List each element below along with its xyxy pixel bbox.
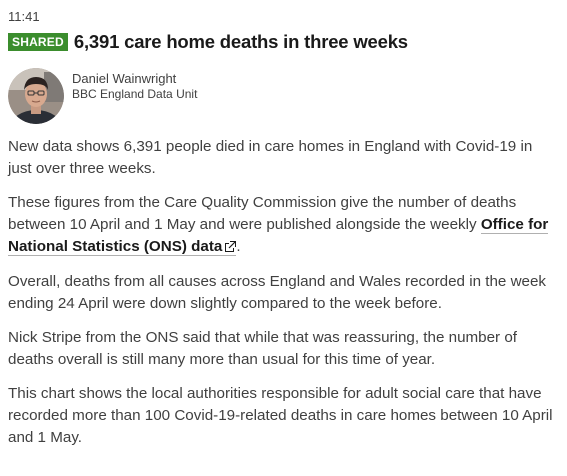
author-role: BBC England Data Unit — [72, 87, 198, 101]
paragraph-2: These figures from the Care Quality Comm… — [8, 192, 560, 259]
ons-data-link[interactable]: Office for National Statistics (ONS) dat… — [8, 216, 549, 259]
author-block: Daniel Wainwright BBC England Data Unit — [8, 68, 197, 124]
paragraph-4: Nick Stripe from the ONS said that while… — [8, 329, 518, 368]
paragraph-3: Overall, deaths from all causes across E… — [8, 273, 547, 312]
author-name: Daniel Wainwright — [72, 71, 177, 86]
ons-data-link-label: Office for National Statistics (ONS) dat… — [8, 216, 549, 255]
external-link-icon — [225, 237, 237, 259]
post-timestamp: 11:41 — [8, 9, 40, 24]
paragraph-1: New data shows 6,391 people died in care… — [8, 138, 533, 177]
post-headline: 6,391 care home deaths in three weeks — [73, 31, 408, 52]
shared-badge: SHARED — [8, 33, 68, 51]
paragraph-2-text-before: These figures from the Care Quality Comm… — [8, 194, 517, 233]
author-avatar — [8, 68, 64, 124]
post-body: New data shows 6,391 people died in care… — [8, 136, 560, 461]
author-info: Daniel Wainwright BBC England Data Unit — [72, 71, 197, 124]
post-header: SHARED 6,391 care home deaths in three w… — [8, 31, 408, 53]
paragraph-5: This chart shows the local authorities r… — [8, 385, 553, 446]
paragraph-2-text-after: . — [236, 238, 241, 255]
